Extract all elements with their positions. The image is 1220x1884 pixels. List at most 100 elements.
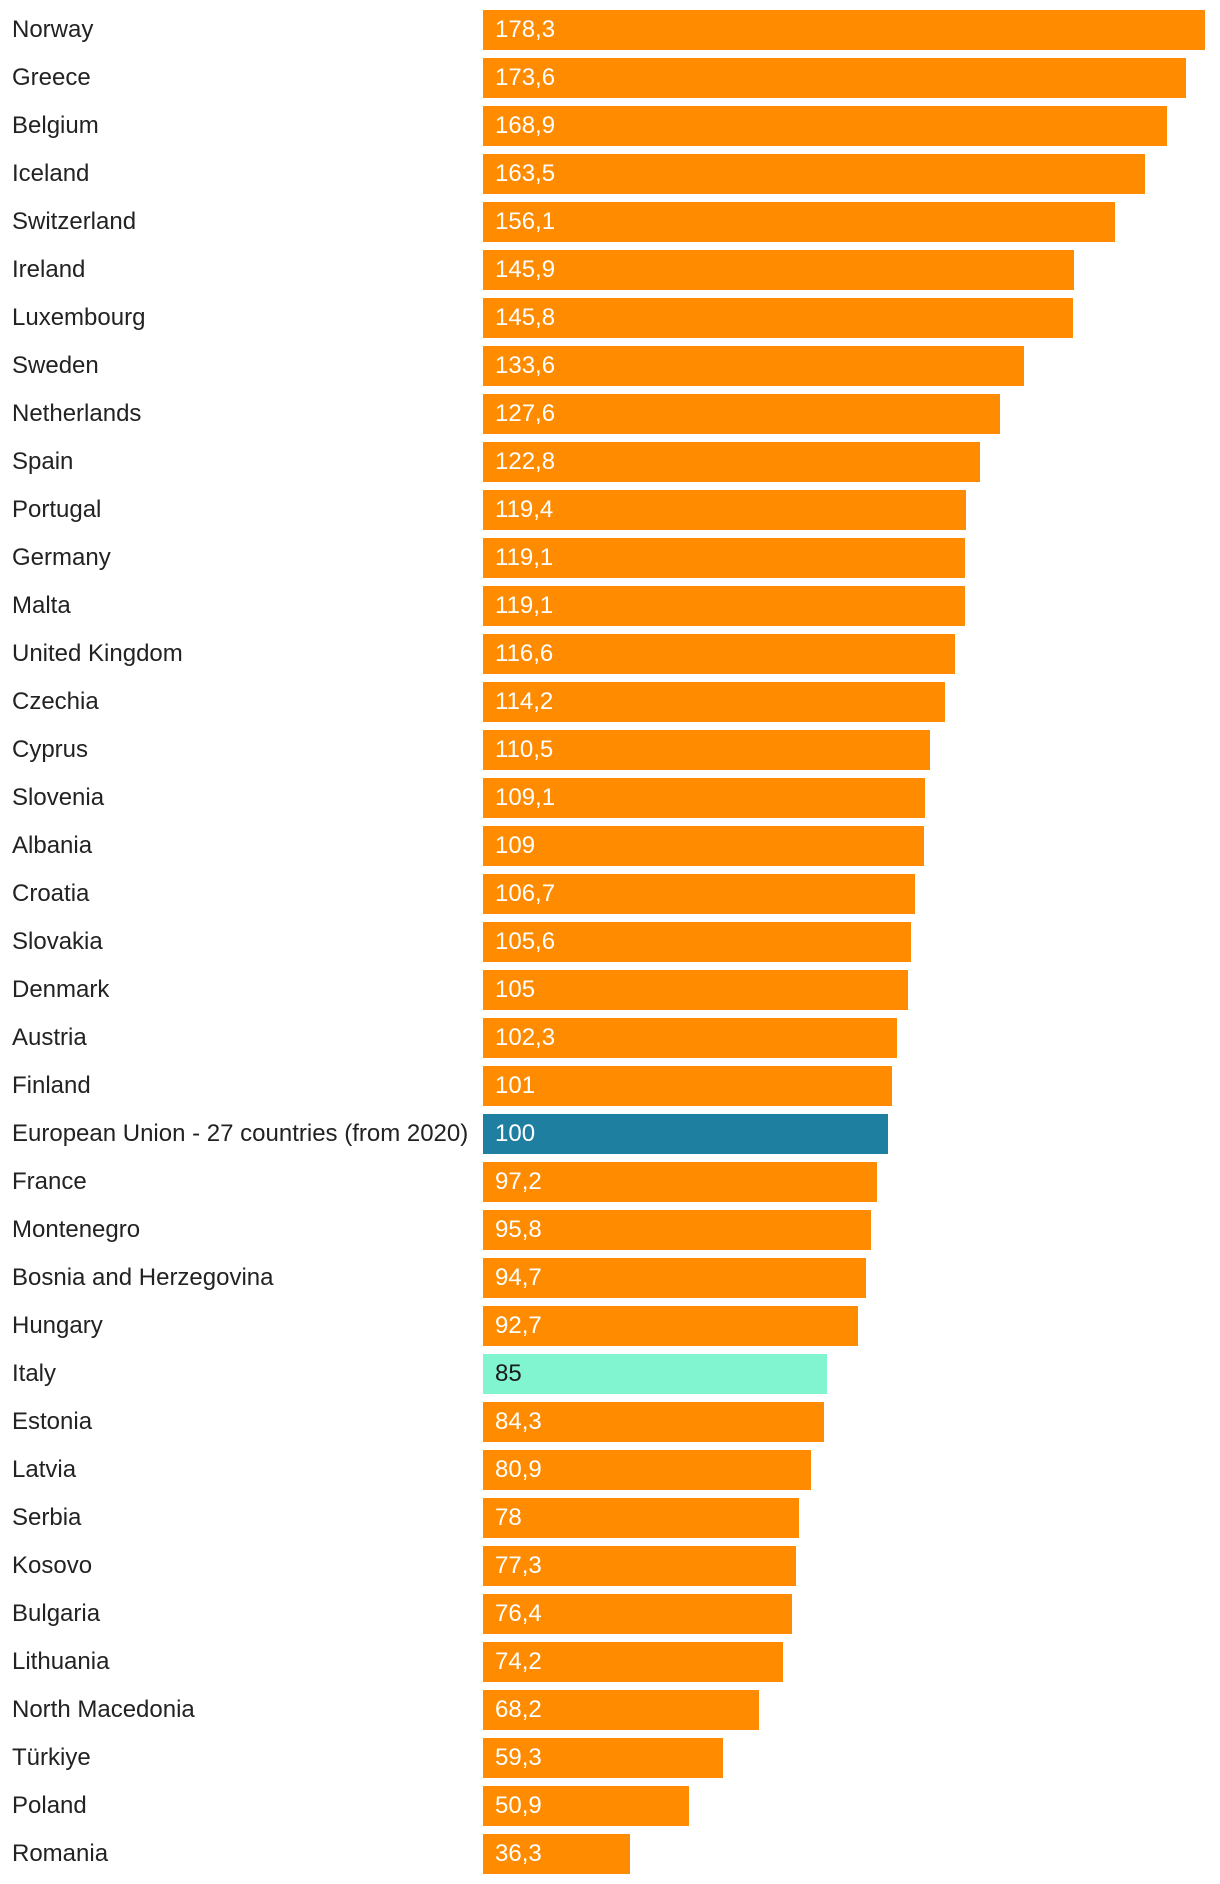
bar-value-label: 178,3 <box>495 16 556 43</box>
bar-value-label: 77,3 <box>495 1552 542 1579</box>
bar: 80,9 <box>483 1450 811 1490</box>
bar-row: Norway 178,3 <box>0 10 1220 50</box>
bar: 100 <box>483 1114 888 1154</box>
bar: 173,6 <box>483 58 1186 98</box>
bar-row: Albania 109 <box>0 826 1220 866</box>
bar: 119,1 <box>483 586 965 626</box>
category-label: North Macedonia <box>12 1696 195 1723</box>
bar-row: Portugal 119,4 <box>0 490 1220 530</box>
bar-value-label: 68,2 <box>495 1696 542 1723</box>
category-label: Belgium <box>12 112 99 139</box>
bar-row: Greece 173,6 <box>0 58 1220 98</box>
category-label: Bosnia and Herzegovina <box>12 1264 274 1291</box>
bar-value-label: 50,9 <box>495 1792 542 1819</box>
bar-value-label: 173,6 <box>495 64 556 91</box>
bar-value-label: 109,1 <box>495 784 556 811</box>
category-label: France <box>12 1168 87 1195</box>
bar-row: United Kingdom 116,6 <box>0 634 1220 674</box>
bar-row: Latvia 80,9 <box>0 1450 1220 1490</box>
bar-value-label: 92,7 <box>495 1312 542 1339</box>
category-label: Estonia <box>12 1408 93 1435</box>
bar-value-label: 114,2 <box>495 688 554 715</box>
bar-row: Switzerland 156,1 <box>0 202 1220 242</box>
bar-row: Denmark 105 <box>0 970 1220 1010</box>
category-label: Albania <box>12 832 93 859</box>
bar: 78 <box>483 1498 799 1538</box>
bar: 50,9 <box>483 1786 689 1826</box>
category-label: Ireland <box>12 256 86 283</box>
bar: 119,1 <box>483 538 965 578</box>
bar: 178,3 <box>483 10 1205 50</box>
bar-value-label: 59,3 <box>495 1744 542 1771</box>
category-label: Norway <box>12 16 94 43</box>
bar: 105,6 <box>483 922 911 962</box>
bar-row: Finland 101 <box>0 1066 1220 1106</box>
bar-row: Bulgaria 76,4 <box>0 1594 1220 1634</box>
bar-value-label: 145,8 <box>495 304 556 331</box>
category-label: Luxembourg <box>12 304 146 331</box>
bar: 85 <box>483 1354 827 1394</box>
bar-row: Lithuania 74,2 <box>0 1642 1220 1682</box>
category-label: Sweden <box>12 352 99 379</box>
bar-value-label: 94,7 <box>495 1264 542 1291</box>
bar-row: Iceland 163,5 <box>0 154 1220 194</box>
bar-row: Poland 50,9 <box>0 1786 1220 1826</box>
bar: 36,3 <box>483 1834 630 1874</box>
bar: 127,6 <box>483 394 1000 434</box>
bar-value-label: 145,9 <box>495 256 556 283</box>
bar: 74,2 <box>483 1642 783 1682</box>
bar-row: Slovenia 109,1 <box>0 778 1220 818</box>
bar-row: Cyprus 110,5 <box>0 730 1220 770</box>
category-label: Serbia <box>12 1504 82 1531</box>
bar: 109 <box>483 826 924 866</box>
bar-value-label: 109 <box>495 832 536 859</box>
bar-row: Romania 36,3 <box>0 1834 1220 1874</box>
category-label: United Kingdom <box>12 640 183 667</box>
bar-row: European Union - 27 countries (from 2020… <box>0 1114 1220 1154</box>
bar-row: Czechia 114,2 <box>0 682 1220 722</box>
category-label: Czechia <box>12 688 99 715</box>
bar-row: Croatia 106,7 <box>0 874 1220 914</box>
bar-value-label: 97,2 <box>495 1168 542 1195</box>
bar: 106,7 <box>483 874 915 914</box>
bar: 116,6 <box>483 634 955 674</box>
bar: 109,1 <box>483 778 925 818</box>
bar-value-label: 119,4 <box>495 496 554 523</box>
category-label: Bulgaria <box>12 1600 101 1627</box>
category-label: Lithuania <box>12 1648 110 1675</box>
bar-row: Slovakia 105,6 <box>0 922 1220 962</box>
bar: 145,9 <box>483 250 1074 290</box>
category-label: Iceland <box>12 160 90 187</box>
bar-row: Bosnia and Herzegovina 94,7 <box>0 1258 1220 1298</box>
bar: 102,3 <box>483 1018 897 1058</box>
bar-value-label: 156,1 <box>495 208 556 235</box>
bar-row: Malta 119,1 <box>0 586 1220 626</box>
bar-value-label: 78 <box>495 1504 522 1531</box>
category-label: Italy <box>12 1360 57 1387</box>
bar-row: France 97,2 <box>0 1162 1220 1202</box>
bar-row: Montenegro 95,8 <box>0 1210 1220 1250</box>
bar: 122,8 <box>483 442 980 482</box>
bar: 163,5 <box>483 154 1145 194</box>
bar-value-label: 100 <box>495 1120 536 1147</box>
bar-value-label: 163,5 <box>495 160 556 187</box>
bar-value-label: 122,8 <box>495 448 556 475</box>
bar: 77,3 <box>483 1546 796 1586</box>
bar: 101 <box>483 1066 892 1106</box>
bar-row: Türkiye 59,3 <box>0 1738 1220 1778</box>
category-label: Netherlands <box>12 400 142 427</box>
category-label: Finland <box>12 1072 91 1099</box>
bar-value-label: 106,7 <box>495 880 556 907</box>
category-label: Türkiye <box>12 1744 91 1771</box>
bar-row: Italy 85 <box>0 1354 1220 1394</box>
bar: 105 <box>483 970 908 1010</box>
bar-value-label: 110,5 <box>495 736 554 763</box>
category-label: Spain <box>12 448 74 475</box>
bar-value-label: 101 <box>495 1072 536 1099</box>
category-label: Croatia <box>12 880 90 907</box>
bar-value-label: 84,3 <box>495 1408 542 1435</box>
bar-row: Kosovo 77,3 <box>0 1546 1220 1586</box>
bar-value-label: 116,6 <box>495 640 554 667</box>
bar-row: Spain 122,8 <box>0 442 1220 482</box>
bar: 156,1 <box>483 202 1115 242</box>
